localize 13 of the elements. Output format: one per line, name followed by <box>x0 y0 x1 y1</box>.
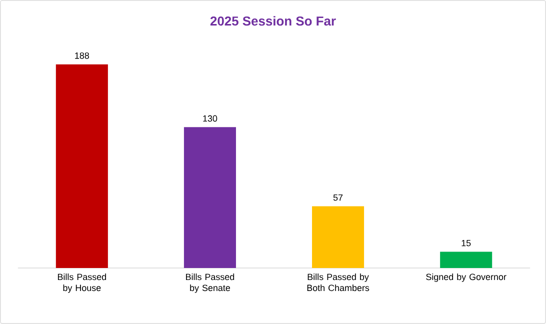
data-label: 15 <box>462 240 471 246</box>
bar <box>56 64 108 268</box>
bar <box>312 206 364 268</box>
data-label: 57 <box>333 194 343 201</box>
chart-title: 2025 Session So Far <box>210 16 336 26</box>
bar <box>184 127 236 268</box>
data-label: 188 <box>75 52 90 59</box>
x-tick-label: Bills Passed by House <box>58 274 106 293</box>
data-label: 130 <box>203 115 218 122</box>
bar <box>440 252 492 268</box>
x-tick-label: Bills Passed by Both Chambers <box>307 274 370 292</box>
x-tick-label: Signed by Governor <box>426 274 506 282</box>
x-tick-label: Bills Passed by Senate <box>186 274 234 293</box>
